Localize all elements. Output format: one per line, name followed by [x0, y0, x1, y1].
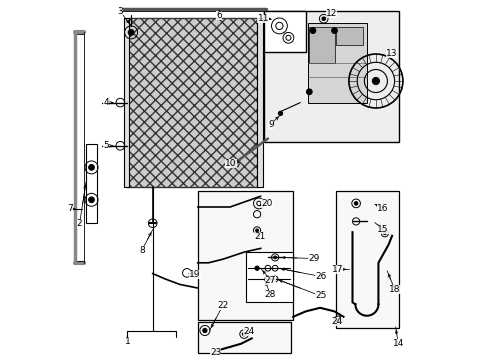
FancyBboxPatch shape [264, 11, 399, 142]
Circle shape [336, 319, 339, 322]
Text: 19: 19 [189, 270, 200, 279]
Text: 20: 20 [261, 199, 272, 208]
FancyBboxPatch shape [307, 23, 366, 103]
Text: 1: 1 [124, 337, 130, 346]
Text: 14: 14 [392, 339, 403, 348]
FancyBboxPatch shape [123, 18, 129, 187]
Circle shape [309, 28, 315, 33]
Text: 22: 22 [217, 301, 228, 310]
FancyBboxPatch shape [197, 322, 291, 353]
FancyBboxPatch shape [336, 27, 363, 45]
Circle shape [273, 256, 276, 259]
Text: 15: 15 [377, 225, 388, 234]
Circle shape [278, 111, 282, 116]
FancyBboxPatch shape [336, 191, 399, 328]
Text: 13: 13 [385, 49, 396, 58]
Text: 17: 17 [331, 265, 343, 274]
FancyBboxPatch shape [246, 252, 292, 302]
Text: 21: 21 [253, 233, 265, 242]
Circle shape [383, 232, 386, 235]
Circle shape [242, 332, 245, 336]
Bar [127, 18, 258, 187]
Text: 28: 28 [264, 290, 276, 299]
FancyBboxPatch shape [86, 144, 97, 223]
Text: 12: 12 [325, 9, 337, 18]
Text: 23: 23 [209, 347, 221, 356]
Text: 18: 18 [388, 285, 400, 294]
FancyBboxPatch shape [197, 191, 292, 320]
Circle shape [306, 89, 311, 95]
Text: 24: 24 [243, 328, 254, 336]
Text: 3: 3 [117, 7, 123, 16]
Text: 27: 27 [264, 276, 276, 284]
FancyBboxPatch shape [309, 27, 334, 63]
Text: 24: 24 [331, 317, 342, 325]
Text: 10: 10 [225, 159, 237, 168]
Text: 8: 8 [139, 246, 144, 255]
Circle shape [254, 266, 259, 270]
Circle shape [88, 197, 94, 203]
Circle shape [321, 17, 325, 21]
Circle shape [354, 202, 357, 205]
Text: 16: 16 [377, 203, 388, 212]
Circle shape [128, 30, 134, 35]
Text: 2: 2 [77, 219, 82, 228]
Text: 11: 11 [257, 14, 268, 23]
Circle shape [203, 328, 206, 333]
Text: 9: 9 [267, 120, 273, 129]
Text: 29: 29 [307, 254, 319, 263]
Text: 7: 7 [67, 204, 73, 213]
Circle shape [255, 229, 258, 232]
FancyBboxPatch shape [264, 11, 305, 52]
Text: 6: 6 [216, 10, 222, 19]
Circle shape [88, 165, 94, 170]
Text: 4: 4 [103, 98, 108, 107]
FancyBboxPatch shape [257, 18, 262, 187]
Text: 25: 25 [314, 291, 326, 300]
Text: 5: 5 [103, 141, 108, 150]
Text: 26: 26 [314, 272, 326, 281]
Circle shape [371, 77, 379, 85]
Circle shape [331, 28, 337, 33]
